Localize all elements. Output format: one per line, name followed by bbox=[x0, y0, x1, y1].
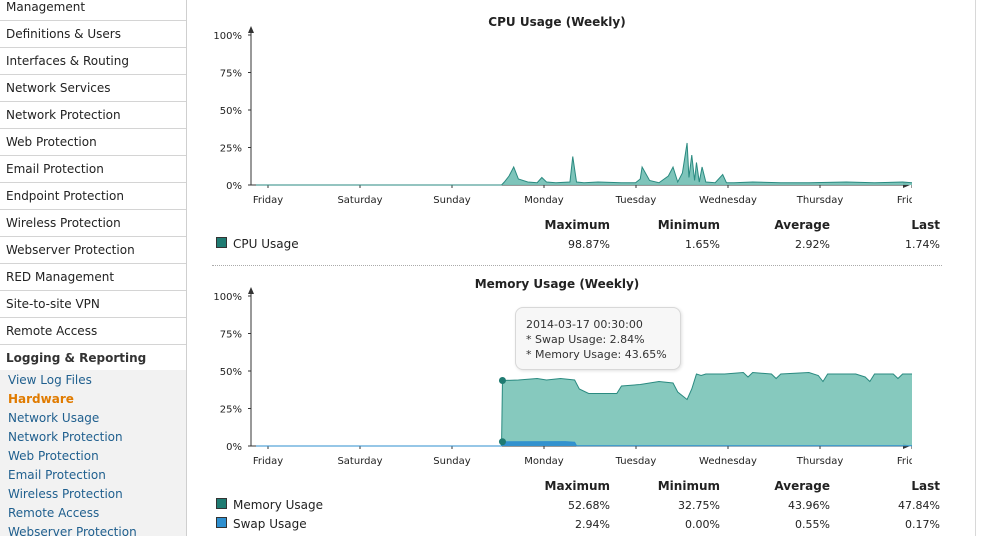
memory-x-tick-label: Friday bbox=[897, 456, 912, 467]
cpu-x-tick-label: Thursday bbox=[796, 195, 844, 206]
tooltip-swap-usage: * Swap Usage: 2.84% bbox=[526, 333, 645, 346]
nav-item-remote-access[interactable]: Remote Access bbox=[0, 318, 186, 345]
memory-chart: 0% 25% 50% 75% 100% Friday Saturday Sunday Monda… bbox=[213, 287, 912, 467]
cpu-x-tick-label: Saturday bbox=[337, 195, 382, 206]
logging-submenu: View Log Files Hardware Network Usage Ne… bbox=[0, 370, 186, 536]
cpu-y-tick-label: 0% bbox=[226, 181, 242, 192]
cpu-usage-max: 98.87% bbox=[568, 238, 610, 251]
swap-usage-legend-swatch bbox=[216, 517, 227, 528]
subnav-webserver-protection[interactable]: Webserver Protection bbox=[8, 525, 137, 536]
swap-usage-min: 0.00% bbox=[685, 518, 720, 531]
tooltip-memory-usage: * Memory Usage: 43.65% bbox=[526, 348, 667, 361]
memory-y-tick-label: 0% bbox=[226, 442, 242, 453]
cpu-x-tick-label: Sunday bbox=[433, 195, 470, 206]
cpu-y-tick-label: 100% bbox=[213, 31, 242, 42]
memory-x-tick-label: Sunday bbox=[433, 456, 470, 467]
memory-y-axis-arrow bbox=[248, 287, 254, 294]
memory-y-tick-label: 75% bbox=[220, 330, 242, 341]
cpu-usage-legend-swatch bbox=[216, 237, 227, 248]
swap-usage-hover-point bbox=[498, 438, 506, 446]
cpu-stat-header-min: Minimum bbox=[657, 218, 720, 232]
cpu-usage-legend-label: CPU Usage bbox=[233, 237, 299, 251]
cpu-x-tick-label: Friday bbox=[897, 195, 912, 206]
cpu-y-axis-arrow bbox=[248, 26, 254, 33]
nav-item-web-protection[interactable]: Web Protection bbox=[0, 129, 186, 156]
nav-item-webserver-protection[interactable]: Webserver Protection bbox=[0, 237, 186, 264]
subnav-web-protection[interactable]: Web Protection bbox=[8, 449, 99, 463]
nav-item-network-protection[interactable]: Network Protection bbox=[0, 102, 186, 129]
memory-usage-line bbox=[256, 371, 912, 447]
nav-item-definitions-users[interactable]: Definitions & Users bbox=[0, 21, 186, 48]
subnav-hardware[interactable]: Hardware bbox=[8, 392, 74, 406]
swap-usage-avg: 0.55% bbox=[795, 518, 830, 531]
subnav-view-log-files[interactable]: View Log Files bbox=[8, 373, 92, 387]
cpu-chart-title: CPU Usage (Weekly) bbox=[488, 15, 626, 29]
memory-stat-header-max: Maximum bbox=[544, 479, 610, 493]
nav-item-endpoint-protection[interactable]: Endpoint Protection bbox=[0, 183, 186, 210]
memory-usage-avg: 43.96% bbox=[788, 499, 830, 512]
cpu-x-tick-label: Tuesday bbox=[615, 195, 657, 206]
nav-item-management[interactable]: Management bbox=[0, 0, 186, 21]
subnav-remote-access[interactable]: Remote Access bbox=[8, 506, 100, 520]
memory-stat-header-avg: Average bbox=[774, 479, 830, 493]
memory-usage-max: 52.68% bbox=[568, 499, 610, 512]
cpu-y-tick-label: 75% bbox=[220, 69, 242, 80]
cpu-usage-min: 1.65% bbox=[685, 238, 720, 251]
memory-y-tick-label: 50% bbox=[220, 367, 242, 378]
swap-usage-legend-label: Swap Usage bbox=[233, 517, 307, 531]
memory-usage-min: 32.75% bbox=[678, 499, 720, 512]
cpu-chart: 0% 25% 50% 75% 100% Friday Saturday Sunday Monda… bbox=[213, 26, 912, 206]
memory-x-tick-label: Thursday bbox=[796, 456, 844, 467]
nav-item-network-services[interactable]: Network Services bbox=[0, 75, 186, 102]
memory-x-tick-label: Friday bbox=[253, 456, 283, 467]
memory-chart-title: Memory Usage (Weekly) bbox=[474, 277, 640, 291]
cpu-x-tick-label: Wednesday bbox=[699, 195, 757, 206]
memory-x-tick-label: Saturday bbox=[337, 456, 382, 467]
nav-item-red-management[interactable]: RED Management bbox=[0, 264, 186, 291]
swap-usage-max: 2.94% bbox=[575, 518, 610, 531]
sidebar-nav: Management Definitions & Users Interface… bbox=[0, 0, 187, 536]
nav-item-email-protection[interactable]: Email Protection bbox=[0, 156, 186, 183]
memory-stat-header-min: Minimum bbox=[657, 479, 720, 493]
memory-y-tick-label: 25% bbox=[220, 405, 242, 416]
chart-divider bbox=[212, 265, 942, 266]
memory-stat-header-last: Last bbox=[911, 479, 940, 493]
subnav-network-protection[interactable]: Network Protection bbox=[8, 430, 123, 444]
cpu-stat-header-last: Last bbox=[911, 218, 940, 232]
nav-item-wireless-protection[interactable]: Wireless Protection bbox=[0, 210, 186, 237]
swap-usage-last: 0.17% bbox=[905, 518, 940, 531]
swap-usage-line bbox=[256, 441, 912, 447]
memory-usage-area bbox=[256, 372, 912, 446]
content-border bbox=[975, 0, 976, 536]
memory-x-tick-label: Monday bbox=[524, 456, 564, 467]
memory-x-tick-label: Tuesday bbox=[615, 456, 657, 467]
subnav-wireless-protection[interactable]: Wireless Protection bbox=[8, 487, 123, 501]
cpu-usage-line bbox=[256, 142, 912, 186]
tooltip-timestamp: 2014-03-17 00:30:00 bbox=[526, 318, 643, 331]
memory-usage-legend-label: Memory Usage bbox=[233, 498, 324, 512]
subnav-email-protection[interactable]: Email Protection bbox=[8, 468, 106, 482]
chart-tooltip: 2014-03-17 00:30:00 * Swap Usage: 2.84% … bbox=[515, 307, 681, 370]
cpu-usage-last: 1.74% bbox=[905, 238, 940, 251]
cpu-stat-header-avg: Average bbox=[774, 218, 830, 232]
memory-y-tick-label: 100% bbox=[213, 292, 242, 303]
cpu-x-tick-label: Monday bbox=[524, 195, 564, 206]
memory-x-tick-label: Wednesday bbox=[699, 456, 757, 467]
cpu-usage-area bbox=[256, 143, 912, 185]
cpu-x-tick-label: Friday bbox=[253, 195, 283, 206]
cpu-usage-avg: 2.92% bbox=[795, 238, 830, 251]
memory-usage-legend-swatch bbox=[216, 498, 227, 509]
cpu-y-tick-label: 25% bbox=[220, 144, 242, 155]
memory-usage-last: 47.84% bbox=[898, 499, 940, 512]
nav-section-logging-reporting[interactable]: Logging & Reporting bbox=[0, 345, 186, 372]
nav-item-interfaces-routing[interactable]: Interfaces & Routing bbox=[0, 48, 186, 75]
cpu-y-tick-label: 50% bbox=[220, 106, 242, 117]
nav-item-site-to-site-vpn[interactable]: Site-to-site VPN bbox=[0, 291, 186, 318]
cpu-stat-header-max: Maximum bbox=[544, 218, 610, 232]
memory-usage-hover-point bbox=[498, 377, 506, 385]
subnav-network-usage[interactable]: Network Usage bbox=[8, 411, 100, 425]
